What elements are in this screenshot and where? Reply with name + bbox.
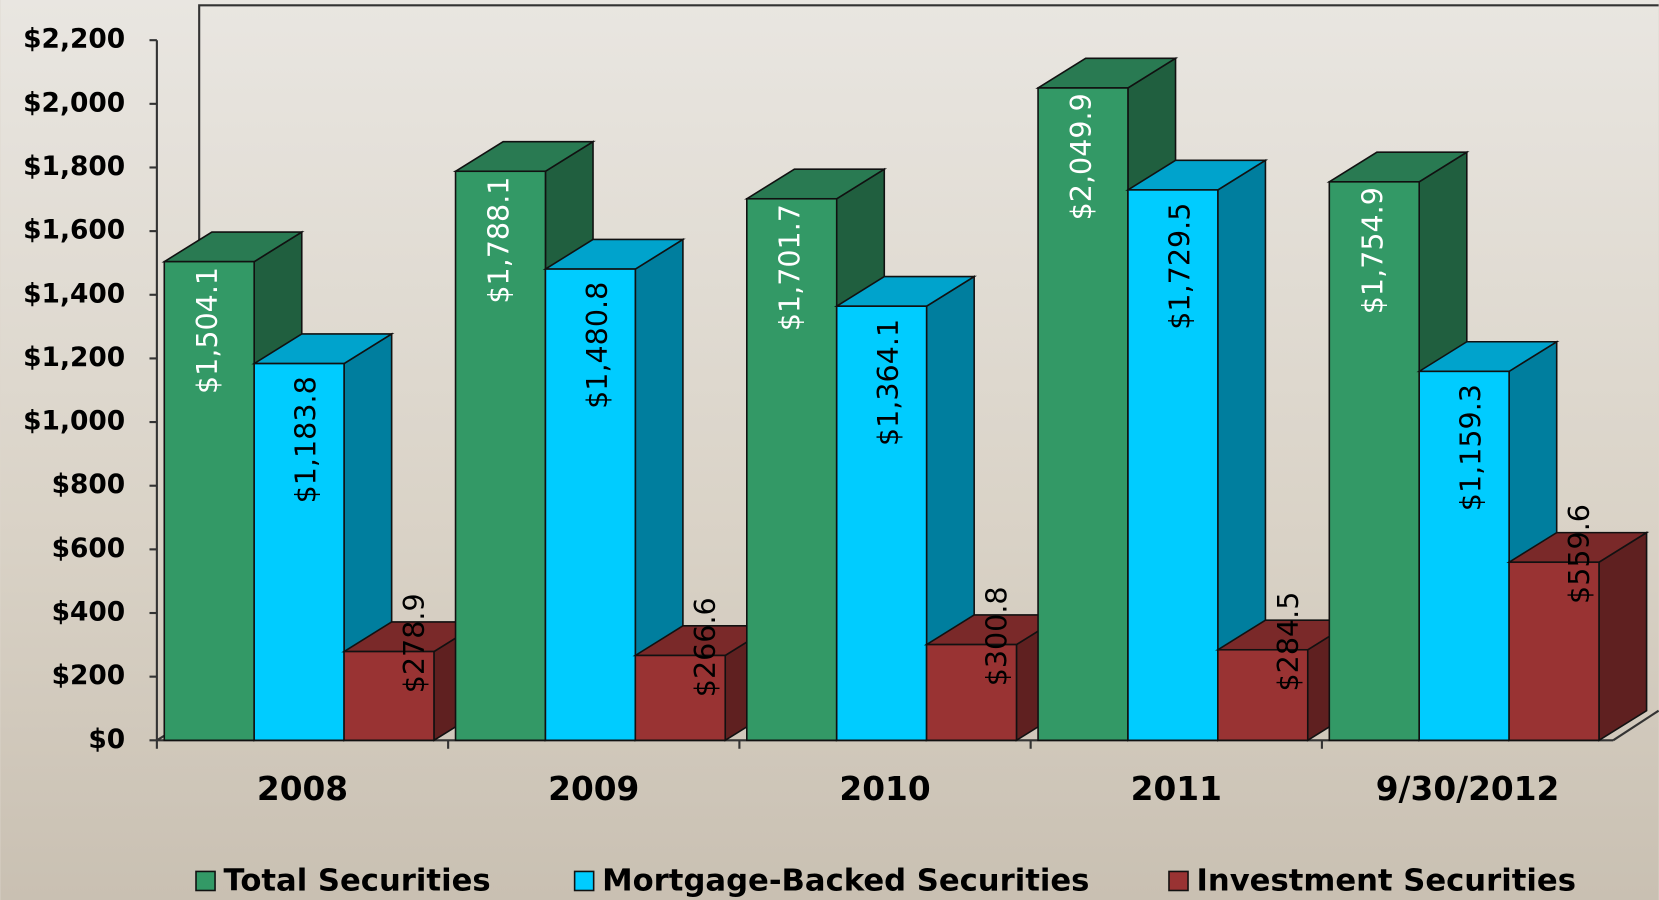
- value-label: $1,729.5: [1162, 203, 1196, 330]
- bar: [343, 650, 435, 742]
- y-tick-label: $2,000: [23, 87, 125, 118]
- x-tick-label: 2011: [1131, 770, 1222, 808]
- bar: [253, 362, 345, 742]
- legend-swatch: [195, 870, 216, 892]
- value-label: $559.6: [1562, 504, 1596, 604]
- value-label: $1,183.8: [289, 376, 323, 503]
- bar: [1328, 181, 1420, 742]
- value-label: $284.5: [1271, 592, 1305, 692]
- y-tick-label: $1,200: [23, 342, 125, 373]
- value-label: $1,480.8: [580, 282, 614, 409]
- bar: [1217, 648, 1309, 742]
- y-tick-label: $0: [88, 724, 125, 755]
- bar: [634, 654, 727, 742]
- legend-swatch: [1168, 870, 1189, 892]
- value-label: $278.9: [397, 593, 431, 693]
- legend-label: Investment Securities: [1196, 864, 1576, 899]
- legend-swatch: [573, 870, 595, 892]
- y-tick-label: $200: [52, 660, 126, 691]
- y-tick-label: $1,400: [23, 278, 125, 309]
- bar-side: [1598, 531, 1648, 742]
- value-label: $266.6: [688, 597, 722, 697]
- y-tick-label: $1,000: [23, 406, 125, 437]
- legend-label: Mortgage-Backed Securities: [602, 864, 1089, 899]
- y-tick-label: $600: [52, 533, 126, 564]
- bar: [1127, 189, 1219, 742]
- legend-label: Total Securities: [224, 864, 491, 899]
- value-label: $1,754.9: [1355, 187, 1389, 314]
- floor-edge: [1612, 709, 1659, 742]
- value-label: $2,049.9: [1064, 93, 1098, 220]
- y-tick-label: $1,600: [23, 215, 125, 246]
- bar: [1508, 561, 1600, 742]
- value-label: $300.8: [980, 586, 1014, 686]
- y-tick-label: $1,800: [23, 151, 125, 182]
- value-label: $1,364.1: [871, 319, 905, 446]
- x-tick-label: 2009: [548, 770, 639, 808]
- value-label: $1,701.7: [773, 204, 807, 331]
- bar: [925, 643, 1018, 742]
- bar: [746, 197, 838, 742]
- x-tick-label: 9/30/2012: [1376, 770, 1560, 808]
- bar: [835, 305, 928, 742]
- value-label: $1,159.3: [1454, 384, 1488, 511]
- x-tick-label: 2008: [257, 770, 348, 808]
- bar: [1418, 370, 1510, 742]
- x-tick-label: 2010: [839, 770, 930, 808]
- value-label: $1,504.1: [190, 267, 224, 394]
- y-tick-label: $2,200: [23, 24, 125, 55]
- bar: [544, 268, 637, 742]
- bar: [163, 260, 255, 742]
- y-tick-label: $800: [52, 469, 126, 500]
- y-tick-label: $400: [52, 597, 126, 628]
- bar: [1037, 87, 1129, 742]
- value-label: $1,788.1: [481, 177, 515, 304]
